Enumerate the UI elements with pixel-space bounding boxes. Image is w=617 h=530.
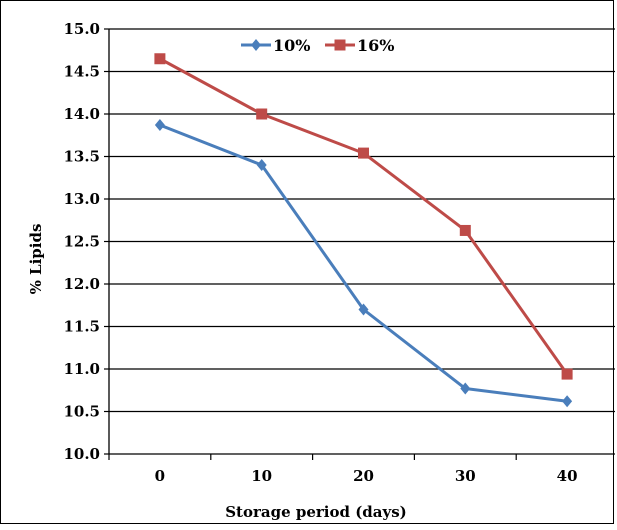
y-tick-label: 10.5 — [63, 403, 100, 421]
y-tick-label: 11.0 — [63, 360, 100, 378]
legend-label: 10% — [273, 36, 310, 55]
y-tick-label: 13.5 — [63, 148, 100, 166]
x-tick-label: 30 — [455, 467, 476, 485]
x-tick-labels: 0 10 20 30 40 — [155, 467, 578, 485]
data-point-diamond — [154, 119, 165, 132]
data-point-square — [358, 147, 369, 159]
y-tick-label: 15.0 — [63, 20, 100, 38]
series-1 — [154, 119, 573, 408]
legend-entry-1: 10% — [241, 36, 310, 55]
axes — [104, 28, 617, 460]
data-point-square — [154, 53, 166, 65]
x-tick-label: 0 — [155, 467, 165, 485]
y-tick-label: 12.5 — [63, 233, 100, 251]
legend: 10% 16% — [241, 36, 394, 55]
data-point-square — [561, 368, 573, 380]
x-tick-label: 10 — [251, 467, 272, 485]
y-tick-label: 11.5 — [63, 318, 100, 336]
data-point-diamond — [251, 39, 261, 51]
data-point-diamond — [460, 382, 471, 395]
series-layer — [154, 53, 573, 408]
gridlines — [109, 28, 617, 413]
y-tick-labels: 10.0 10.5 11.0 11.5 12.0 12.5 13.0 13.5 14.0 14.5… — [63, 20, 100, 463]
x-tick-label: 20 — [353, 467, 374, 485]
x-axis-title: Storage period (days) — [225, 503, 407, 521]
data-point-diamond — [562, 395, 573, 408]
data-point-square — [256, 108, 268, 120]
y-tick-label: 10.0 — [63, 445, 100, 463]
data-point-square — [459, 224, 471, 236]
legend-entry-2: 16% — [325, 36, 394, 55]
data-point-square — [334, 39, 346, 51]
y-tick-label: 14.0 — [63, 105, 100, 123]
data-point-diamond — [256, 159, 267, 171]
y-axis-title: % Lipids — [27, 224, 45, 295]
y-tick-label: 12.0 — [63, 275, 100, 293]
x-tick-label: 40 — [557, 467, 578, 485]
y-tick-label: 14.5 — [63, 63, 100, 81]
legend-label: 16% — [357, 36, 394, 55]
series-2 — [154, 53, 573, 380]
data-point-diamond — [358, 303, 369, 316]
y-tick-label: 13.0 — [63, 190, 100, 208]
series-line — [159, 123, 568, 403]
